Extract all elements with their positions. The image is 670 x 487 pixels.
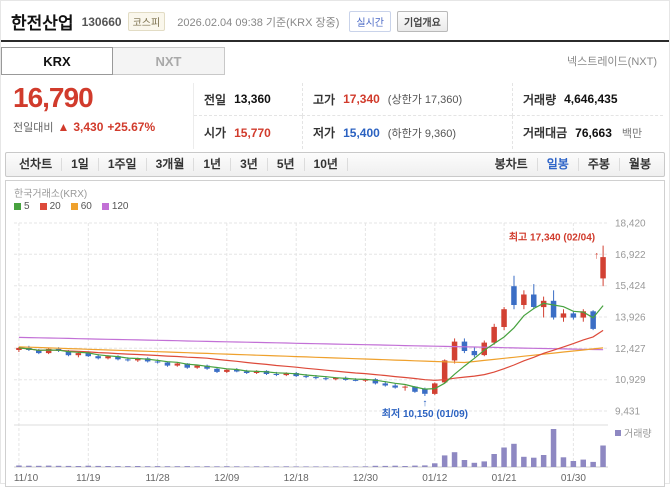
ma20-swatch-icon [39,203,47,210]
change-percent: +25.67% [107,120,156,135]
period-10y-button[interactable]: 10년 [305,158,348,171]
volume-label: 거래량 [523,92,557,107]
ma5-swatch-icon [14,203,21,210]
chart-panel: 한국거래소(KRX) 5 20 60 120 18,420 16,922 15,42… [5,180,665,487]
price-detail-table: 전일 13,360 고가 17,340 (상한가 17,360) 거래량 4,6… [193,83,663,149]
svg-text:12/30: 12/30 [353,473,378,484]
amount-label: 거래대금 [523,126,568,140]
prev-close-label: 전일 [204,92,227,107]
realtime-button[interactable]: 실시간 [349,11,392,32]
chart-toolbar: 선차트 1일 1주일 3개월 1년 3년 5년 10년 봉차트 일봉 주봉 월봉 [5,152,665,177]
period-3y-button[interactable]: 3년 [231,158,268,171]
period-1d-button[interactable]: 1일 [62,158,99,171]
change-label: 전일대비 [13,122,54,135]
change-value: 3,430 [73,120,104,135]
header: 한전산업 130660 코스피 2026.02.04 09:38 기준(KRX … [1,1,669,42]
low-label: 저가 [313,126,336,140]
period-5y-button[interactable]: 5년 [268,158,305,171]
interval-daily-button[interactable]: 일봉 [538,158,579,171]
chart-type-line-button[interactable]: 선차트 [10,158,63,171]
volume-value: 4,646,435 [564,92,618,106]
ma60-legend: 60 [70,201,92,212]
upper-limit-note: (상한가 17,360) [387,94,463,106]
svg-text:12,427: 12,427 [615,344,646,355]
lower-limit-note: (하한가 9,360) [387,127,457,140]
interval-weekly-button[interactable]: 주봉 [579,158,620,171]
svg-text:16,922: 16,922 [615,250,646,261]
market-tabs: KRX NXT 넥스트레이드(NXT) [1,42,669,75]
svg-text:10,929: 10,929 [615,375,646,386]
chart-type-candle-button[interactable]: 봉차트 [486,158,538,171]
svg-text:최고 17,340 (02/04): 최고 17,340 (02/04) [509,231,595,244]
open-value: 15,770 [234,125,271,140]
ma60-legend-label: 60 [80,201,92,212]
svg-text:13,926: 13,926 [615,313,646,324]
svg-text:12/18: 12/18 [284,473,309,484]
open-price-cell: 시가 15,770 [194,116,302,149]
interval-buttons: 봉차트 일봉 주봉 월봉 [486,158,660,171]
current-price: 16,790 [13,82,94,113]
interval-monthly-button[interactable]: 월봉 [628,157,651,171]
stock-chart-svg: 18,420 16,922 15,424 13,926 12,427 10,929 9,43… [14,219,652,485]
ma120-swatch-icon [101,203,109,210]
svg-text:11/28: 11/28 [145,473,170,484]
svg-text:01/30: 01/30 [561,473,586,484]
ma20-legend: 20 [39,201,61,212]
stock-code: 130660 [81,14,122,29]
svg-text:↑: ↑ [594,251,599,262]
volume-cell: 거래량 4,646,435 [512,83,663,116]
amount-cell: 거래대금 76,663 백만 [512,116,663,149]
price-change-row: 전일대비 ▲ 3,430 +25.67% [13,119,181,135]
amount-unit: 백만 [621,127,643,140]
company-overview-button[interactable]: 기업개요 [397,11,448,32]
high-label: 고가 [313,92,336,107]
svg-text:거래량: 거래량 [624,428,652,440]
nxt-link[interactable]: 넥스트레이드(NXT) [566,56,657,68]
price-main: 16,790 전일대비 ▲ 3,430 +25.67% [1,83,193,149]
period-1y-button[interactable]: 1년 [194,158,232,171]
svg-text:12/09: 12/09 [214,473,239,484]
period-1w-button[interactable]: 1주일 [99,158,147,171]
svg-text:01/12: 01/12 [422,473,447,484]
high-price-cell: 고가 17,340 (상한가 17,360) [302,83,512,116]
period-3m-button[interactable]: 3개월 [147,158,195,171]
low-price-cell: 저가 15,400 (하한가 9,360) [302,116,512,149]
svg-text:최저 10,150 (01/09): 최저 10,150 (01/09) [382,407,468,420]
change-arrow: ▲ [57,120,70,135]
svg-text:↑: ↑ [422,398,427,409]
ma60-swatch-icon [70,203,78,210]
svg-text:11/19: 11/19 [76,473,101,484]
low-value: 15,400 [343,125,380,140]
ma5-legend: 5 [14,201,30,212]
high-value: 17,340 [343,92,380,106]
market-badge: 코스피 [127,12,166,31]
ma120-legend-label: 120 [111,201,129,212]
price-section: 16,790 전일대비 ▲ 3,430 +25.67% 전일 13,360 고가… [1,75,669,149]
svg-text:11/10: 11/10 [14,473,39,484]
svg-text:01/21: 01/21 [492,473,517,484]
svg-text:9,431: 9,431 [615,407,640,418]
ma120-legend: 120 [101,201,129,212]
quote-timestamp: 2026.02.04 09:38 기준(KRX 장중) [177,16,340,29]
ma20-legend-label: 20 [49,201,61,212]
prev-close-cell: 전일 13,360 [194,83,302,116]
ma5-legend-label: 5 [24,201,30,212]
exchange-label: 한국거래소(KRX) [14,189,88,200]
tab-nxt[interactable]: NXT [113,47,225,75]
svg-text:15,424: 15,424 [615,281,646,292]
svg-text:18,420: 18,420 [615,219,646,230]
open-label: 시가 [204,126,227,140]
amount-value: 76,663 [575,125,612,140]
stock-name: 한전산업 [11,14,74,33]
ma-legend: 5 20 60 120 [6,198,664,215]
tab-krx[interactable]: KRX [1,47,113,75]
prev-close-value: 13,360 [234,92,271,106]
